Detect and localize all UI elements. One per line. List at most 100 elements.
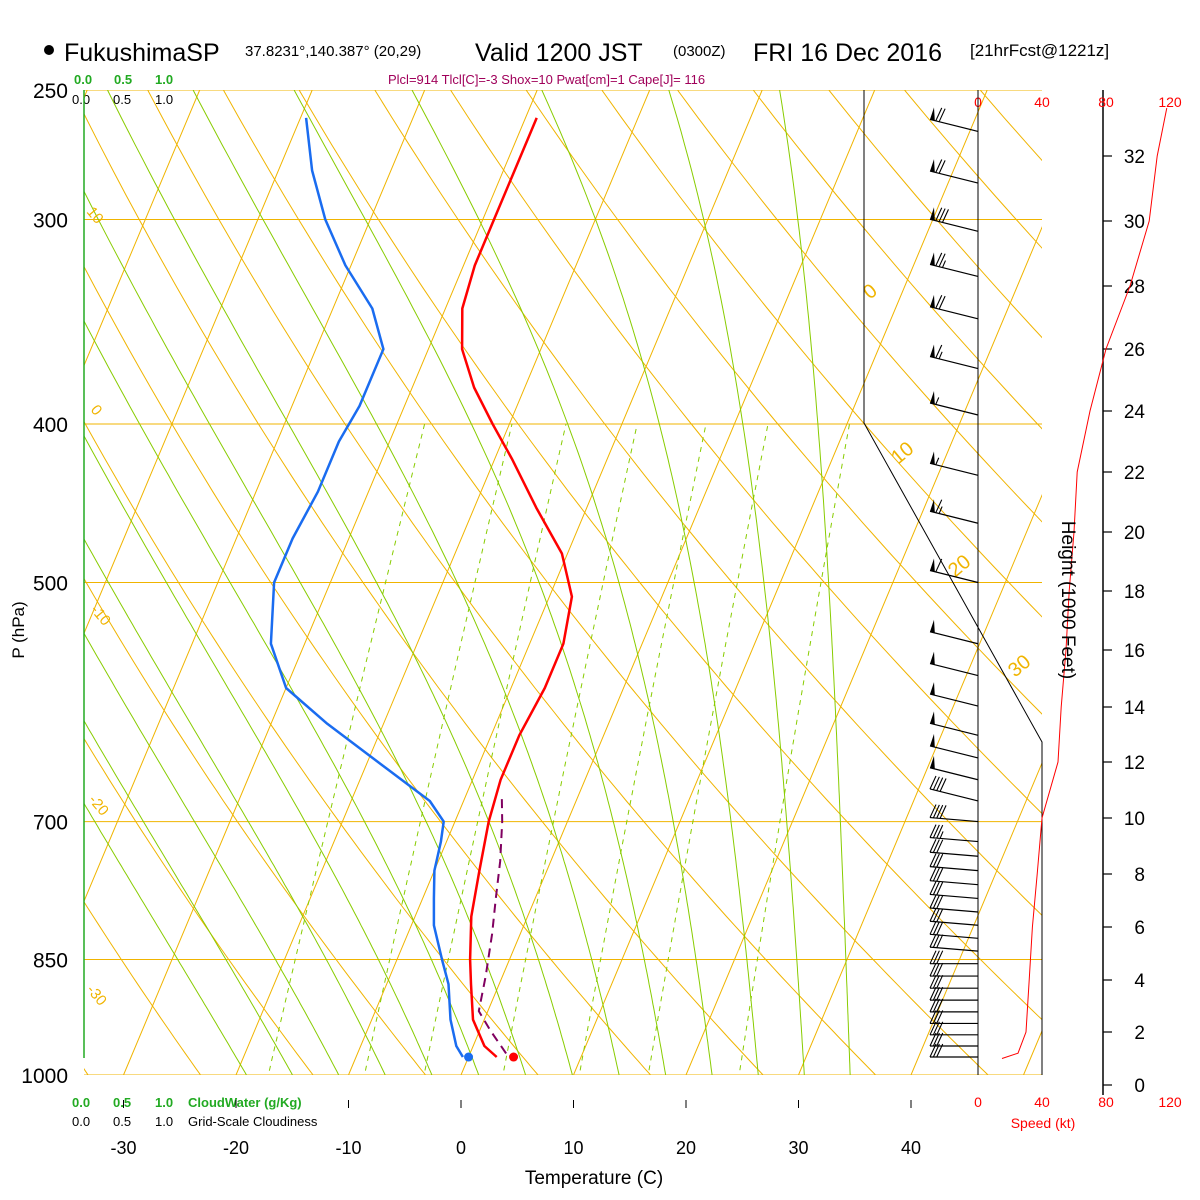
isotherm--60 (84, 90, 201, 367)
isotherm--20 (235, 90, 651, 1075)
wind-barb (929, 558, 979, 584)
wind-barb (929, 1010, 978, 1025)
cloud-water-label: CloudWater (g/Kg) (188, 1095, 302, 1110)
mixing-ratio-label-20: 20 (741, 1073, 764, 1096)
isotherm-label-4: -30 (83, 982, 110, 1010)
height-axis-title: Height (1000 Feet) (1057, 521, 1078, 679)
moist-adiabat-32 (668, 90, 805, 1075)
height-tick-label-10: 10 (1124, 809, 1145, 830)
cloud-scale-bottom-green-2: 1.0 (155, 1095, 173, 1110)
isotherm--40 (84, 90, 426, 903)
mixing-ratio-20 (738, 423, 850, 1075)
cloud-scale-black-0: 0.0 (72, 92, 90, 107)
parcel-path-line (477, 795, 507, 1054)
moist-adiabat--8 (84, 632, 340, 1075)
wind-barb (929, 499, 979, 524)
moist-adiabat-8 (84, 190, 527, 1075)
isotherm--30 (123, 90, 538, 1075)
wind-barb (929, 294, 979, 320)
wind-barb (929, 451, 979, 476)
height-tick-label-32: 32 (1124, 147, 1145, 168)
speed-top-label-120: 120 (1158, 94, 1182, 110)
moist-adiabat--12 (84, 719, 294, 1075)
cloudiness-label: Grid-Scale Cloudiness (188, 1114, 318, 1129)
theta-label-30: 30 (1004, 651, 1035, 682)
wind-barb (929, 894, 979, 913)
moist-adiabat-12 (106, 90, 573, 1075)
height-tick-label-20: 20 (1124, 523, 1145, 544)
y-axis-title: P (hPa) (9, 601, 28, 658)
dry-adiabat-340 (374, 90, 1042, 917)
wind-barb (929, 986, 978, 1001)
isotherm-0 (460, 90, 876, 1075)
wind-barb (929, 733, 979, 759)
wind-barb (929, 950, 978, 965)
x-tick-label--20: -20 (223, 1138, 249, 1158)
wind-barb (929, 159, 979, 184)
isotherm--10 (348, 90, 763, 1075)
theta-label-20: 20 (944, 551, 975, 582)
moist-adiabat-28 (541, 90, 759, 1075)
wind-barb (929, 998, 978, 1013)
height-tick-label-22: 22 (1124, 463, 1145, 484)
plot-right-boundary (863, 90, 1043, 1075)
pressure-label-400: 400 (33, 414, 68, 437)
pressure-label-1000: 1000 (21, 1065, 68, 1088)
wind-barb (929, 682, 979, 707)
dry-adiabat-450 (1180, 61, 1200, 1110)
x-tick-label--30: -30 (110, 1138, 136, 1158)
sounding-series (269, 117, 574, 1062)
isotherm-label-0: 10 (83, 204, 107, 228)
pressure-label-500: 500 (33, 573, 68, 596)
station-name: FukushimaSP (64, 39, 220, 67)
mixing-ratio-label-1: 1 (269, 1080, 288, 1096)
height-tick-label-2: 2 (1134, 1023, 1145, 1044)
height-tick-label-8: 8 (1134, 865, 1145, 886)
wind-barb (929, 839, 979, 857)
wind-barb (929, 867, 979, 886)
wind-barb (929, 252, 979, 277)
height-tick-label-6: 6 (1134, 918, 1145, 939)
forecast-label: [21hrFcst@1221z] (970, 41, 1109, 60)
x-tick-label-0: 0 (456, 1138, 466, 1158)
wind-barb (929, 881, 979, 900)
wind-barb (929, 908, 979, 926)
isotherm-20 (685, 226, 1042, 1075)
axis-labels: -30 -20 -10 0 10 20 30 402503004005007008501000… (21, 80, 1182, 1158)
wind-barb (929, 107, 979, 132)
x-tick-label-10: 10 (563, 1138, 583, 1158)
mixing-ratio-3 (423, 423, 567, 1075)
speed-bottom-label-40: 40 (1034, 1094, 1050, 1110)
cloud-scale-bottom-green-0: 0.0 (72, 1095, 90, 1110)
cloud-scale-green-2: 1.0 (155, 72, 173, 87)
dry-adiabat-330 (298, 90, 1042, 1021)
dry-adiabat-290 (84, 265, 652, 1075)
mixing-ratio-label-8: 8 (583, 1080, 602, 1096)
dry-adiabat-360 (525, 90, 1042, 715)
wind-barb (929, 804, 979, 823)
x-tick-label--10: -10 (335, 1138, 361, 1158)
wind-barb (929, 962, 978, 977)
cloud-scale-green-1: 0.5 (114, 72, 132, 87)
mixing-ratio-2 (363, 423, 513, 1075)
mixing-ratio-12 (647, 423, 769, 1075)
height-tick-label-16: 16 (1124, 641, 1145, 662)
speed-bottom-label-0: 0 (974, 1094, 982, 1110)
dry-adiabat-430 (1030, 61, 1200, 1110)
speed-top-label-80: 80 (1098, 94, 1114, 110)
dry-adiabat-310 (147, 90, 877, 1075)
wind-barb (929, 619, 979, 645)
wind-barb (929, 344, 979, 370)
wind-panel (929, 90, 1168, 1075)
isotherm-label-2: -10 (87, 602, 114, 630)
height-tick-label-18: 18 (1124, 582, 1145, 603)
sounding-indices: Plcl=914 Tlcl[C]=-3 Shox=10 Pwat[cm]=1 C… (388, 72, 705, 87)
x-tick-label-30: 30 (788, 1138, 808, 1158)
height-tick-label-0: 0 (1134, 1076, 1145, 1097)
wind-barb (929, 391, 979, 416)
cloud-scale-bottom-green-1: 0.5 (113, 1095, 131, 1110)
height-tick-label-12: 12 (1124, 753, 1145, 774)
theta-label-0: 0 (859, 280, 882, 304)
moist-adiabat-16 (192, 90, 620, 1075)
isotherm-label-3: -20 (85, 792, 112, 820)
